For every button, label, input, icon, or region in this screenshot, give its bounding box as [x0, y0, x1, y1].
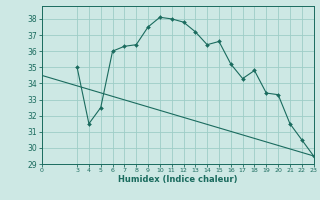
X-axis label: Humidex (Indice chaleur): Humidex (Indice chaleur): [118, 175, 237, 184]
